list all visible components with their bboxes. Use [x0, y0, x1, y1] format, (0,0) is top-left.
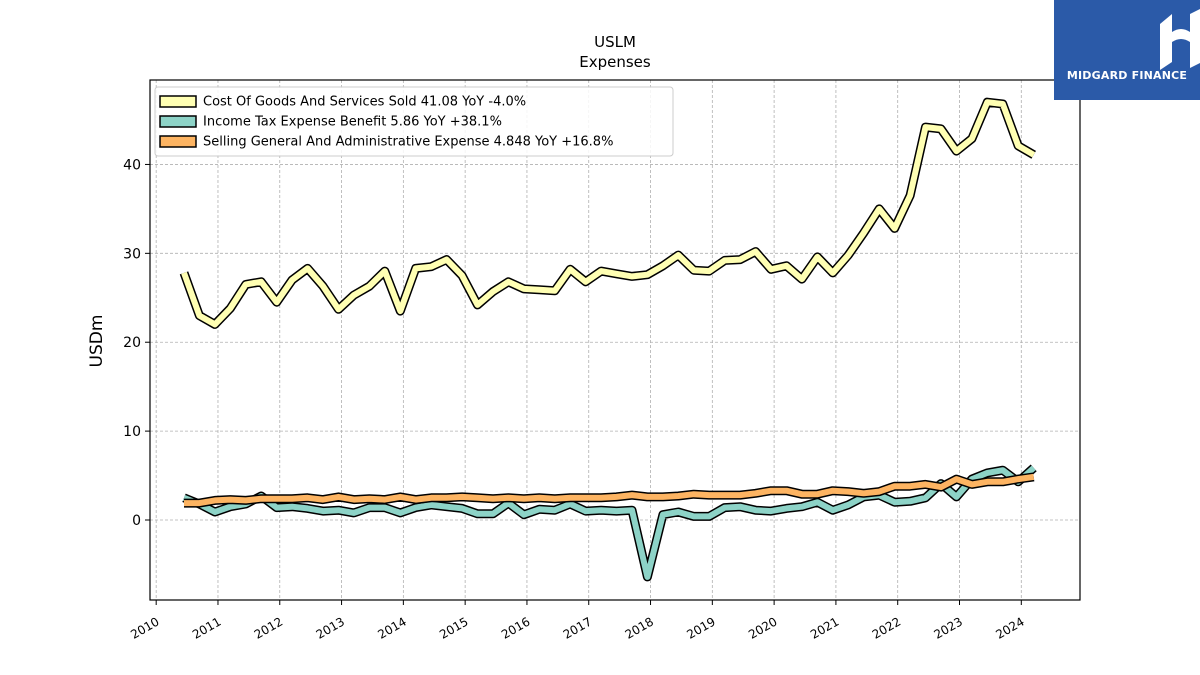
y-tick-label: 10: [123, 424, 141, 440]
legend-swatch-0: [159, 95, 197, 108]
x-tick-label: 2011: [190, 614, 223, 641]
legend-swatch-2: [159, 135, 197, 148]
x-tick-label: 2021: [808, 614, 841, 641]
x-tick-label: 2012: [252, 614, 285, 641]
legend: Cost Of Goods And Services Sold 41.08 Yo…: [154, 86, 674, 157]
x-tick-label: 2013: [314, 614, 347, 641]
x-tick-label: 2018: [623, 614, 656, 641]
brand-mark-icon: [1160, 9, 1200, 70]
x-tick-label: 2015: [437, 614, 470, 641]
series-line-1: [182, 465, 1036, 580]
legend-box: [154, 86, 674, 157]
x-tick-label: 2023: [932, 614, 965, 641]
x-tick-label: 2016: [499, 614, 532, 641]
brand-name: MIDGARD FINANCE: [1066, 69, 1188, 82]
x-tick-label: 2010: [128, 614, 161, 641]
series-line-2: [184, 473, 1035, 507]
legend-swatch-1: [159, 115, 197, 128]
y-tick-label: 0: [132, 513, 141, 529]
grid: [150, 80, 1080, 600]
y-tick-label: 20: [123, 335, 141, 351]
x-tick-label: 2017: [561, 614, 594, 641]
x-tick-label: 2014: [375, 614, 408, 641]
series-layer: [179, 97, 1037, 582]
y-tick-label: 30: [123, 246, 141, 262]
series-line-0: [181, 99, 1036, 328]
x-tick-label: 2022: [870, 614, 903, 641]
x-tick-label: 2019: [684, 614, 717, 641]
legend-label-0: Cost Of Goods And Services Sold 41.08 Yo…: [203, 95, 526, 110]
y-tick-label: 40: [123, 157, 141, 173]
brand-logo: MIDGARD FINANCE: [1054, 0, 1200, 100]
chart-title: USLM: [594, 33, 636, 51]
legend-label-1: Income Tax Expense Benefit 5.86 YoY +38.…: [203, 115, 502, 130]
legend-label-2: Selling General And Administrative Expen…: [203, 135, 613, 150]
plot-frame: [149, 79, 1081, 601]
chart-subtitle: Expenses: [579, 53, 651, 71]
x-tick-label: 2020: [746, 614, 779, 641]
x-tick-label: 2024: [993, 614, 1026, 641]
y-axis-label: USDm: [87, 315, 107, 368]
